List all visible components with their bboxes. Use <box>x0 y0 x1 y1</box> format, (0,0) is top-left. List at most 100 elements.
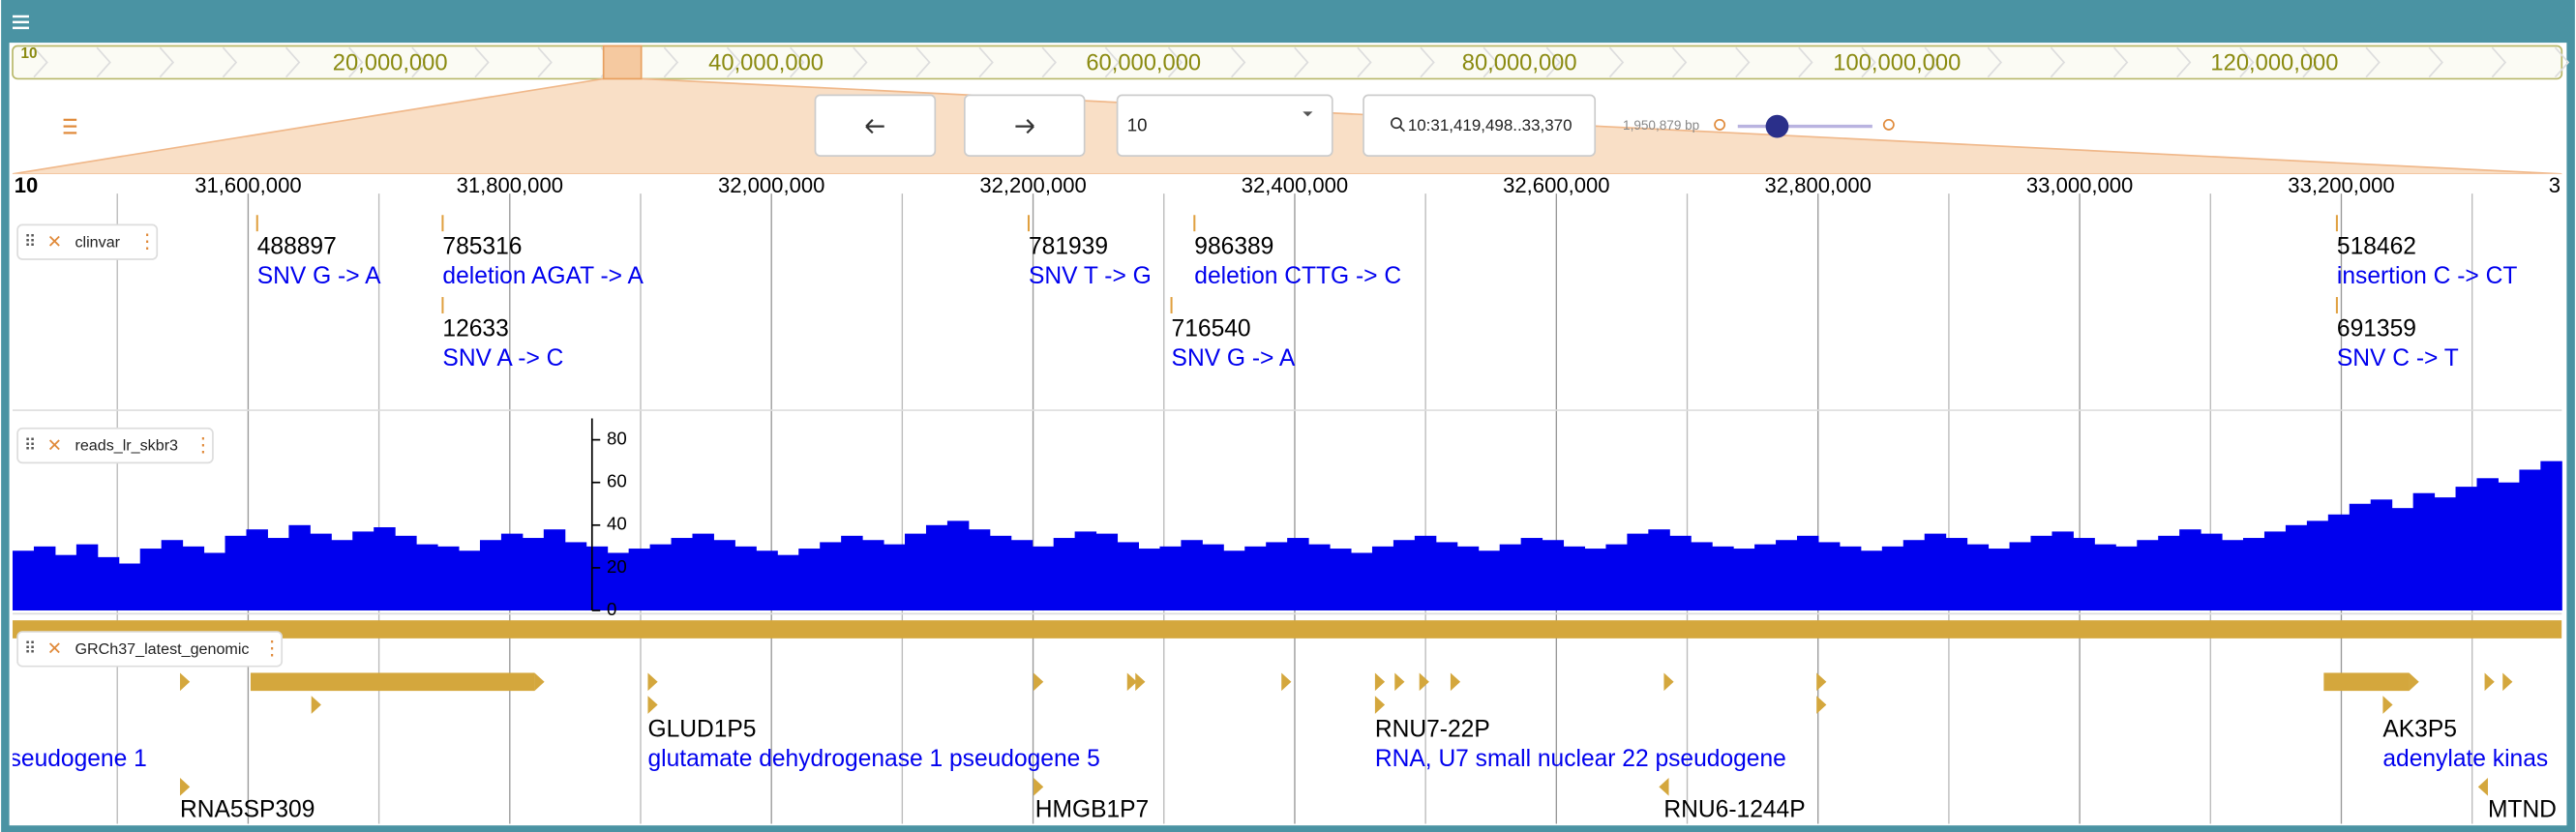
track-label[interactable]: ⠿ ✕ GRCh37_latest_genomic ⋮ <box>16 631 284 668</box>
gene-name: AK3P5 <box>2382 716 2457 742</box>
ruler-label: 32,400,000 <box>1242 173 1348 197</box>
gene-desc: seudogene 1 <box>10 746 147 772</box>
back-button[interactable] <box>814 94 937 157</box>
chevron <box>1608 46 1625 78</box>
chevron <box>1104 46 1121 78</box>
variant-desc: SNV G -> A <box>257 263 381 289</box>
gene-span <box>13 620 2562 639</box>
coverage-bar <box>1691 542 1713 611</box>
coverage-bar <box>118 563 141 611</box>
coverage-bar <box>2476 478 2499 611</box>
variant-id: 518462 <box>2337 234 2416 260</box>
forward-button[interactable] <box>963 94 1086 157</box>
coverage-bar <box>1223 550 1245 611</box>
overview-bar[interactable] <box>12 45 2563 80</box>
refname: 10 <box>1127 115 1148 135</box>
zoom-controls[interactable] <box>1714 114 1895 138</box>
gene-name: RNU6-1244P <box>1663 796 1805 822</box>
coverage-bar <box>1308 544 1331 611</box>
variant-desc: SNV A -> C <box>442 345 563 371</box>
coverage-bar <box>416 544 438 611</box>
ruler-label: 32,600,000 <box>1503 173 1609 197</box>
track-name: reads_lr_skbr3 <box>75 437 178 455</box>
coverage-bar <box>2349 503 2372 611</box>
chevron <box>2050 46 2066 78</box>
coverage-bar <box>989 535 1012 611</box>
coverage-bar <box>1266 542 1288 611</box>
track-menu[interactable]: ⋮ <box>262 639 282 660</box>
ruler-label: 32,800,000 <box>1765 173 1872 197</box>
chevron <box>33 46 48 78</box>
overview-chrom: 10 <box>20 45 37 62</box>
close-track[interactable]: ✕ <box>47 434 63 455</box>
coverage-bar <box>1414 535 1437 611</box>
coverage-bar <box>1797 535 1819 611</box>
y-tick-label: 20 <box>607 556 627 577</box>
gene-desc: adenylate kinas <box>2382 746 2548 772</box>
chevron <box>1924 46 1939 78</box>
refname-select[interactable] <box>1116 94 1333 157</box>
coverage-bar <box>1839 546 1862 611</box>
coverage-bar <box>798 549 821 611</box>
coverage-bar <box>1435 542 1458 611</box>
track-menu[interactable]: ⋮ <box>137 231 157 253</box>
variant-id: 716540 <box>1172 315 1251 342</box>
chevron <box>2491 46 2507 78</box>
chevron <box>2112 46 2129 78</box>
variant-desc: insertion C -> CT <box>2337 263 2517 289</box>
menu-icon[interactable] <box>13 15 29 30</box>
chevron <box>726 46 742 78</box>
ruler-label: 32,000,000 <box>718 173 824 197</box>
gene-desc: RNA, U7 small nuclear 22 pseudogene <box>1375 746 1786 772</box>
coverage-bar <box>2540 461 2562 611</box>
variant-id: 691359 <box>2337 315 2416 342</box>
coverage-bar <box>777 554 799 611</box>
chevron <box>663 46 679 78</box>
overview-highlight <box>602 45 643 80</box>
coverage-bar <box>267 538 289 611</box>
coverage-bar <box>1988 549 2011 611</box>
chevron <box>411 46 427 78</box>
coverage-bar <box>459 550 481 611</box>
coverage-bar <box>2222 540 2244 611</box>
drag-handle: ⠿ <box>24 233 36 252</box>
variant-desc: SNV G -> A <box>1172 345 1296 371</box>
chevron <box>1861 46 1876 78</box>
coverage-bar <box>1902 540 1926 611</box>
track-name: GRCh37_latest_genomic <box>75 640 249 658</box>
coverage-bar <box>352 531 374 611</box>
chevron <box>853 46 868 78</box>
coverage-bar <box>607 552 630 611</box>
variant-desc: deletion CTTG -> C <box>1194 263 1401 289</box>
track-label[interactable]: ⠿ ✕ clinvar ⋮ <box>16 223 159 260</box>
coverage-bar <box>1754 544 1777 611</box>
coverage-bar <box>1330 549 1352 611</box>
coverage-bar <box>841 535 863 611</box>
chevron <box>1420 46 1435 78</box>
coverage-bar <box>671 538 693 611</box>
close-track[interactable]: ✕ <box>47 639 63 659</box>
coverage-bar <box>2030 535 2052 611</box>
close-track[interactable]: ✕ <box>47 231 63 252</box>
coverage-bar <box>2434 497 2457 611</box>
track-menu[interactable]: ⋮ <box>194 435 213 457</box>
gene-name: RNU7-22P <box>1375 716 1490 742</box>
location-search[interactable] <box>1363 94 1597 157</box>
gene-desc: glutamate dehydrogenase 1 pseudogene 5 <box>647 746 1099 772</box>
coverage-bar <box>1053 538 1076 611</box>
variant-desc: deletion AGAT -> A <box>442 263 644 289</box>
coverage-bar <box>862 540 884 611</box>
coverage-bar <box>1159 546 1182 611</box>
coverage-bar <box>1712 546 1734 611</box>
track-label[interactable]: ⠿ ✕ reads_lr_skbr3 ⋮ <box>16 427 214 464</box>
coverage-bar <box>1584 549 1606 611</box>
coverage-bar <box>479 540 502 611</box>
track-list-icon[interactable] <box>63 118 77 134</box>
chevron <box>1545 46 1562 78</box>
coverage-bar <box>54 554 77 611</box>
chevron <box>2176 46 2192 78</box>
coverage-bar <box>1520 538 1543 611</box>
chevron <box>1357 46 1372 78</box>
coverage-bar <box>2137 540 2159 611</box>
variant-id: 785316 <box>442 234 522 260</box>
